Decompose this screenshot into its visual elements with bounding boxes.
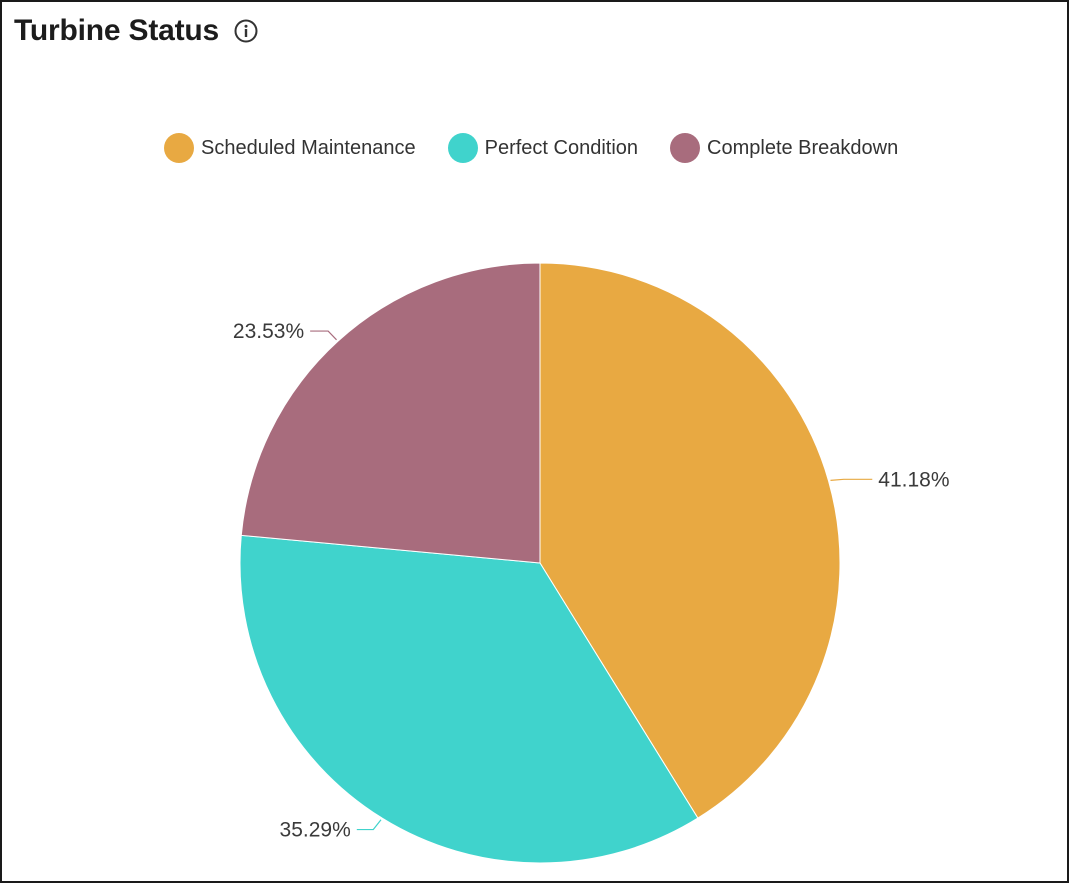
leader-line-scheduled-maintenance <box>830 478 873 481</box>
pie-slice-complete-breakdown[interactable] <box>240 262 541 564</box>
legend-swatch <box>670 133 701 163</box>
pie-slice-perfect-condition[interactable] <box>239 534 699 864</box>
legend-label: Complete Breakdown <box>707 136 899 159</box>
legend-swatch <box>447 133 478 163</box>
data-label-scheduled-maintenance: 41.18% <box>878 468 949 491</box>
pie-slice-scheduled-maintenance[interactable] <box>539 262 841 819</box>
legend-swatch <box>164 133 194 163</box>
legend-label: Perfect Condition <box>484 136 639 159</box>
chart-title: Turbine Status <box>14 14 219 47</box>
info-icon[interactable] <box>233 18 259 44</box>
card-header: Turbine Status <box>14 14 259 48</box>
leader-line-complete-breakdown <box>310 330 337 341</box>
data-label-complete-breakdown: 23.53% <box>233 320 304 343</box>
legend-label: Scheduled Maintenance <box>201 136 416 159</box>
legend-item-complete-breakdown[interactable]: Complete Breakdown <box>670 133 898 163</box>
leader-line-perfect-condition <box>356 819 382 831</box>
data-label-perfect-condition: 35.29% <box>280 819 351 842</box>
legend-item-scheduled-maintenance[interactable]: Scheduled Maintenance <box>164 133 416 163</box>
chart-legend: Scheduled Maintenance Perfect Condition … <box>164 133 930 163</box>
legend-item-perfect-condition[interactable]: Perfect Condition <box>447 133 639 163</box>
